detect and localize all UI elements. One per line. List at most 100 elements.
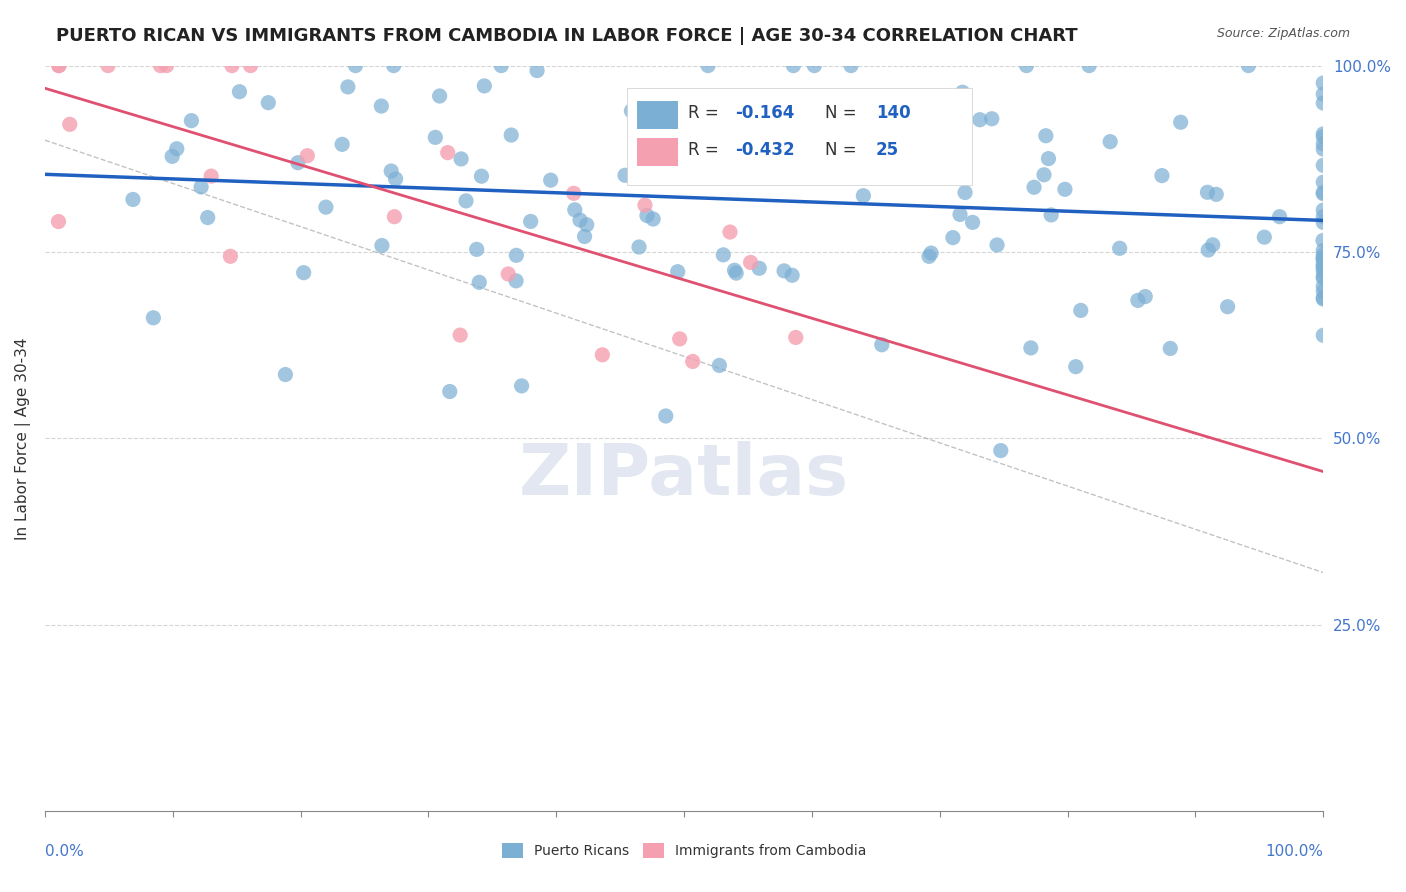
Point (1150, 169, 1173, 183)
Text: N =: N = (825, 141, 862, 159)
Point (519, 214, 541, 228)
Text: -0.164: -0.164 (735, 103, 794, 121)
Point (48, 214, 70, 228)
Point (1126, 293, 1149, 308)
Point (436, 145, 458, 160)
Text: PUERTO RICAN VS IMMIGRANTS FROM CAMBODIA IN LABOR FORCE | AGE 30-34 CORRELATION : PUERTO RICAN VS IMMIGRANTS FROM CAMBODIA… (56, 27, 1078, 45)
Point (1022, 180, 1045, 194)
FancyBboxPatch shape (637, 138, 678, 166)
Legend: Puerto Ricans, Immigrants from Cambodia: Puerto Ricans, Immigrants from Cambodia (496, 838, 872, 863)
Point (709, 359, 731, 373)
Point (1078, 59, 1101, 73)
Point (425, 130, 447, 145)
Point (200, 169, 222, 183)
Point (804, 104, 827, 119)
Point (953, 186, 976, 200)
Point (564, 202, 586, 217)
Point (620, 103, 643, 118)
Point (870, 338, 893, 352)
Text: -0.432: -0.432 (735, 141, 794, 159)
Point (274, 368, 297, 382)
Point (614, 168, 637, 182)
Point (190, 180, 212, 194)
Point (1312, 186, 1334, 201)
Point (1312, 215, 1334, 229)
Point (59, 117, 82, 131)
Point (1312, 136, 1334, 151)
Point (562, 186, 585, 201)
Point (1312, 292, 1334, 306)
Point (1312, 269, 1334, 284)
Point (1312, 257, 1334, 271)
Point (962, 215, 984, 229)
Point (122, 193, 145, 207)
Point (787, 129, 810, 144)
Point (1035, 128, 1057, 143)
Point (569, 213, 592, 227)
FancyBboxPatch shape (627, 88, 972, 185)
Point (1053, 182, 1076, 196)
Text: 140: 140 (876, 103, 911, 121)
Point (429, 89, 451, 103)
Point (330, 137, 353, 152)
Point (1312, 175, 1334, 189)
Point (969, 112, 991, 127)
Point (723, 263, 745, 277)
Point (1312, 271, 1334, 285)
Point (725, 266, 748, 280)
Point (1197, 243, 1219, 257)
Point (938, 137, 960, 152)
Point (155, 59, 177, 73)
Point (1312, 210, 1334, 224)
Point (1015, 59, 1038, 73)
Point (292, 266, 315, 280)
Point (845, 149, 868, 163)
Point (643, 212, 665, 227)
Point (149, 59, 172, 73)
Point (1312, 251, 1334, 265)
Text: ZIPatlas: ZIPatlas (519, 442, 849, 510)
Point (773, 264, 796, 278)
Point (942, 230, 965, 244)
Point (655, 409, 678, 423)
Point (142, 310, 165, 325)
Y-axis label: In Labor Force | Age 30-34: In Labor Force | Age 30-34 (15, 337, 31, 540)
Point (1202, 237, 1225, 252)
Point (1312, 279, 1334, 293)
Point (1312, 129, 1334, 144)
Point (702, 93, 724, 107)
Point (839, 59, 862, 73)
Point (382, 59, 405, 73)
Point (1064, 359, 1087, 374)
Point (449, 328, 471, 343)
Point (336, 79, 359, 94)
Point (574, 229, 596, 244)
Text: R =: R = (688, 141, 724, 159)
Point (287, 155, 309, 169)
Point (990, 443, 1012, 458)
Point (496, 267, 519, 281)
Point (1312, 248, 1334, 262)
Point (510, 379, 533, 393)
Point (257, 95, 280, 110)
Point (160, 149, 183, 163)
Point (315, 200, 337, 214)
Point (785, 330, 807, 344)
Point (489, 59, 512, 73)
Point (825, 145, 848, 159)
Point (48, 59, 70, 73)
Point (1170, 115, 1192, 129)
Point (628, 240, 651, 254)
Point (1312, 186, 1334, 200)
Point (1253, 230, 1275, 244)
Point (454, 194, 477, 208)
Point (97, 59, 120, 73)
Point (501, 128, 523, 142)
Point (980, 112, 1002, 126)
Point (803, 59, 825, 73)
Point (1135, 289, 1157, 303)
Point (384, 210, 406, 224)
Point (371, 238, 394, 252)
Point (297, 149, 319, 163)
Point (1312, 203, 1334, 218)
